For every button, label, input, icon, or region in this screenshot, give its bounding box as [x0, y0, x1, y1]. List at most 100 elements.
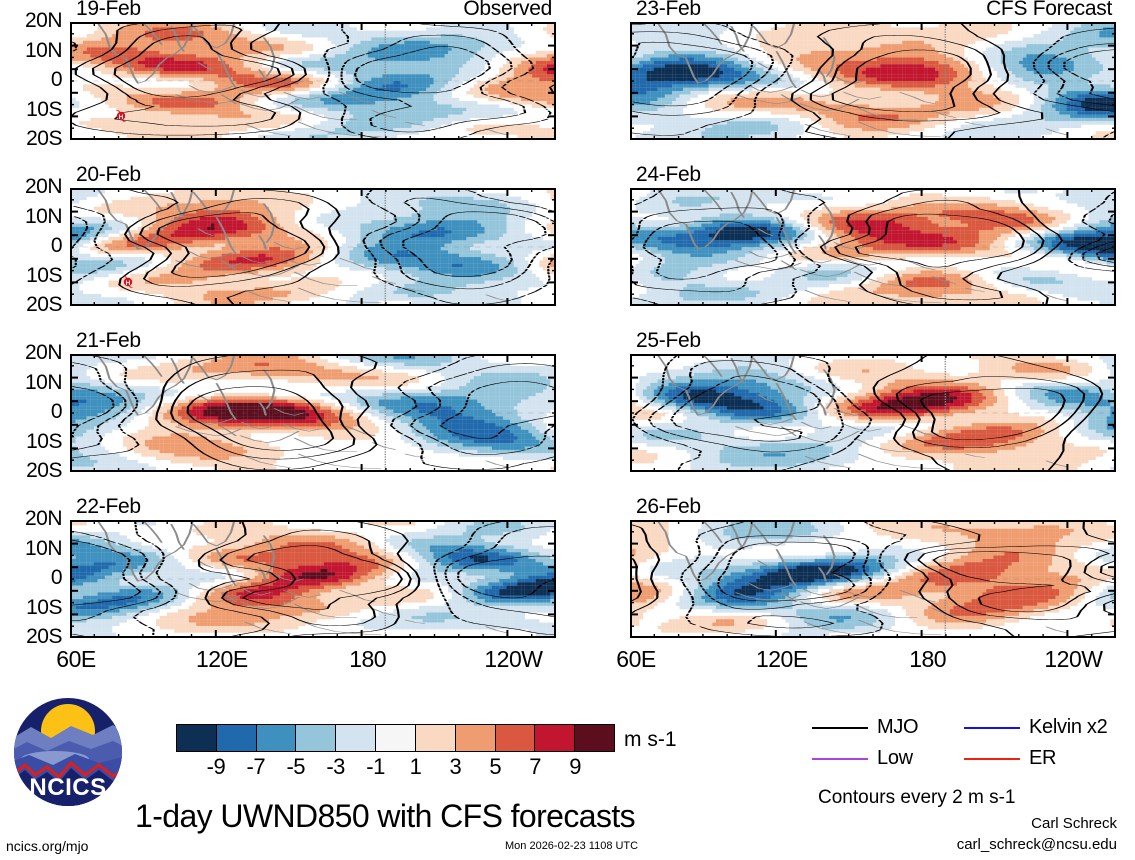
- colorbar-swatch: [535, 725, 576, 751]
- website-url: ncics.org/mjo: [6, 838, 88, 854]
- colorbar-tick-label: -3: [316, 754, 356, 780]
- colorbar-swatch: [216, 725, 257, 751]
- y-axis-label: 10S: [0, 264, 62, 288]
- legend-label: Low: [877, 747, 913, 770]
- x-axis-label: 180: [873, 646, 983, 673]
- y-axis-label: 10N: [0, 205, 63, 229]
- y-axis-label: 20S: [0, 625, 62, 649]
- colorbar-swatch: [296, 725, 337, 751]
- tropical-cyclone-marker: H: [113, 108, 129, 124]
- map-panel-25-feb: 25-Feb: [630, 329, 1116, 472]
- panel-date-label: 25-Feb: [636, 329, 701, 353]
- colorbar-swatches: [176, 724, 615, 752]
- colorbar-swatch: [575, 725, 614, 751]
- legend-line-swatch: [812, 726, 868, 729]
- contour-plot: [630, 188, 1116, 306]
- contour-plot: [630, 22, 1116, 140]
- contours-note: Contours every 2 m s-1: [818, 787, 1015, 809]
- y-axis-label: 10S: [0, 430, 62, 454]
- contour-plot: [630, 520, 1116, 638]
- panel-date-label: 19-Feb: [76, 0, 141, 21]
- y-axis-label: 20S: [0, 459, 62, 483]
- map-panel-20-feb: 20-Feb H: [70, 163, 556, 306]
- contour-plot: [70, 354, 556, 472]
- legend-label: MJO: [877, 716, 919, 739]
- y-axis-label: 20N: [0, 175, 63, 199]
- contour-plot: [70, 188, 556, 306]
- y-axis-label: 10S: [0, 98, 62, 122]
- y-axis-label: 10N: [0, 39, 63, 63]
- colorbar-ticklabels: -9 -7 -5 -3 -1 1 3 5 7 9: [176, 752, 615, 780]
- panel-date-label: 22-Feb: [76, 495, 141, 519]
- author-email: carl_schreck@ncsu.edu: [957, 836, 1117, 853]
- colorbar-swatch: [415, 725, 456, 751]
- colorbar-tick-label: -7: [236, 754, 276, 780]
- tropical-cyclone-marker: H: [120, 274, 136, 290]
- panel-column-header: CFS Forecast: [986, 0, 1112, 21]
- y-axis-label: 0: [0, 400, 63, 424]
- x-axis-label: 180: [313, 646, 423, 673]
- map-panel-22-feb: 22-Feb: [70, 495, 556, 638]
- colorbar-swatch: [376, 725, 416, 751]
- x-axis-label: 120W: [458, 646, 568, 673]
- colorbar-tick-label: -5: [276, 754, 316, 780]
- y-axis-label: 0: [0, 68, 63, 92]
- colorbar-tick-label: -1: [356, 754, 396, 780]
- panel-date-label: 24-Feb: [636, 163, 701, 187]
- colorbar-swatch: [177, 725, 217, 751]
- colorbar-tick-label: 5: [475, 754, 515, 780]
- wave-legend: MJO Kelvin x2 Low ER: [812, 712, 1130, 774]
- panel-date-label: 26-Feb: [636, 495, 701, 519]
- y-axis-label: 0: [0, 566, 63, 590]
- generation-timestamp: Mon 2026-02-23 1108 UTC: [505, 840, 638, 852]
- colorbar-tick-label: 7: [515, 754, 555, 780]
- figure-title: 1-day UWND850 with CFS forecasts: [135, 798, 636, 835]
- map-panel-26-feb: 26-Feb: [630, 495, 1116, 638]
- colorbar-swatch: [256, 725, 297, 751]
- map-panel-21-feb: 21-Feb: [70, 329, 556, 472]
- contour-plot: [70, 22, 556, 140]
- map-panel-19-feb: 19-Feb Observed H: [70, 0, 556, 140]
- x-axis-label: 60E: [21, 646, 131, 673]
- colorbar-units: m s-1: [624, 728, 677, 752]
- legend-item-low: Low: [812, 747, 964, 770]
- panel-column-header: Observed: [463, 0, 552, 21]
- x-axis-label: 120E: [167, 646, 277, 673]
- map-panel-24-feb: 24-Feb: [630, 163, 1116, 306]
- y-axis-label: 0: [0, 234, 63, 258]
- y-axis-label: 20S: [0, 127, 62, 151]
- y-axis-label: 20N: [0, 341, 63, 365]
- contour-plot: [630, 354, 1116, 472]
- y-axis-label: 20N: [0, 9, 63, 33]
- y-axis-label: 10N: [0, 371, 63, 395]
- ncics-logo: NCICS: [13, 697, 123, 807]
- legend-item-er: ER: [964, 747, 1116, 770]
- colorbar-swatch: [455, 725, 496, 751]
- author-name: Carl Schreck: [1031, 815, 1117, 832]
- y-axis-label: 10N: [0, 537, 63, 561]
- legend-line-swatch: [964, 726, 1020, 729]
- legend-item-mjo: MJO: [812, 716, 964, 739]
- legend-row: Low ER: [812, 743, 1130, 774]
- colorbar-tick-label: 3: [435, 754, 475, 780]
- y-axis-label: 20N: [0, 507, 63, 531]
- legend-line-swatch: [812, 757, 868, 760]
- map-panel-23-feb: 23-Feb CFS Forecast: [630, 0, 1116, 140]
- colorbar-tick-label: 1: [395, 754, 435, 780]
- ncics-logo-graphic: NCICS: [14, 698, 122, 806]
- legend-label: ER: [1029, 747, 1056, 770]
- y-axis-label: 20S: [0, 293, 62, 317]
- contour-plot: [70, 520, 556, 638]
- legend-item-kelvin-x2: Kelvin x2: [964, 716, 1116, 739]
- svg-text:H: H: [119, 114, 124, 121]
- colorbar: -9 -7 -5 -3 -1 1 3 5 7 9: [176, 724, 615, 780]
- colorbar-tick-label: 9: [555, 754, 595, 780]
- legend-line-swatch: [964, 757, 1020, 760]
- colorbar-swatch: [495, 725, 536, 751]
- legend-label: Kelvin x2: [1029, 716, 1108, 739]
- x-axis-label: 120W: [1018, 646, 1128, 673]
- panel-date-label: 23-Feb: [636, 0, 701, 21]
- y-axis-label: 10S: [0, 596, 62, 620]
- colorbar-swatch: [336, 725, 377, 751]
- panel-grid: 19-Feb Observed H 20-Feb H 21-Feb 22-Feb 23-Feb…: [70, 0, 1116, 638]
